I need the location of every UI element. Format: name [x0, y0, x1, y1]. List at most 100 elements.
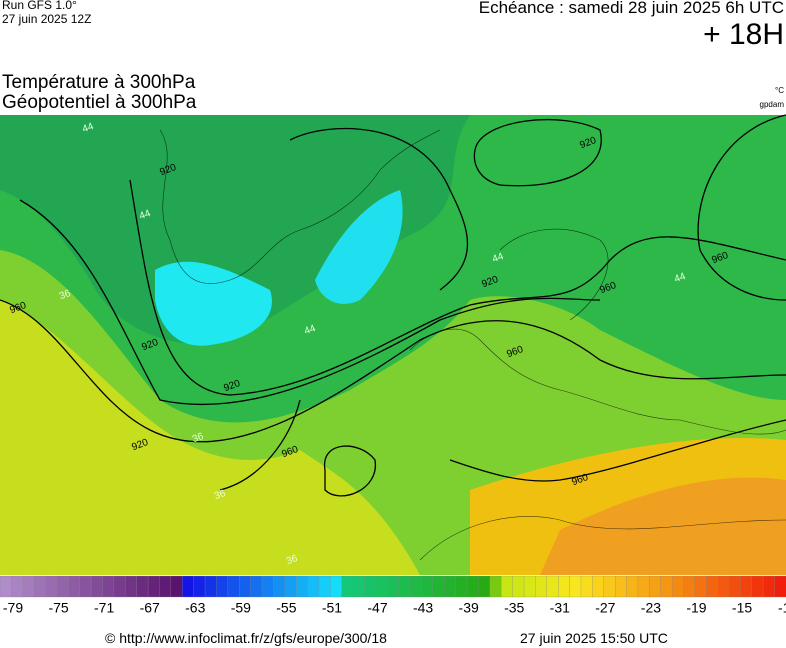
contour-label: 44 [491, 251, 506, 265]
colorbar-cell [569, 575, 582, 598]
run-date: 27 juin 2025 12Z [2, 12, 92, 26]
colorbar-label: -59 [231, 600, 251, 616]
colorbar-label: -43 [413, 600, 433, 616]
colorbar-cell [45, 575, 58, 598]
colorbar-cell [466, 575, 479, 598]
colorbar-label: -51 [322, 600, 342, 616]
colorbar-label: -47 [367, 600, 387, 616]
cold-core [155, 261, 272, 346]
colorbar-cell [763, 575, 776, 598]
colorbar-cell [284, 575, 297, 598]
colorbar-cell [250, 575, 263, 598]
colorbar-cell [717, 575, 730, 598]
contour-label: 36 [58, 288, 73, 302]
colorbar-cell [22, 575, 35, 598]
colorbar-label: -67 [140, 600, 160, 616]
colorbar-cell [34, 575, 47, 598]
colorbar-cell [512, 575, 525, 598]
colorbar-cell [136, 575, 149, 598]
colorbar-cell [409, 575, 422, 598]
colorbar-label: -15 [732, 600, 752, 616]
colorbar-cell [193, 575, 206, 598]
colorbar-cell [352, 575, 365, 598]
contour-label: 36 [191, 431, 206, 445]
valid-time: Echéance : samedi 28 juin 2025 6h UTC [478, 0, 784, 17]
colorbar-cell [261, 575, 274, 598]
colorbar-cell [626, 575, 639, 598]
colorbar-cell [90, 575, 103, 598]
colorbar-cell [216, 575, 229, 598]
colorbar-cell [113, 575, 126, 598]
unit-temp: °C [775, 86, 784, 95]
colorbar-cell [558, 575, 571, 598]
contour-label: 44 [138, 208, 153, 222]
colorbar-cell [740, 575, 753, 598]
colorbar-cell [603, 575, 616, 598]
colorbar-label: -11 [778, 600, 786, 616]
colorbar-cell [307, 575, 320, 598]
colorbar-cell [330, 575, 343, 598]
lead-time: + 18H [703, 18, 784, 51]
coastlines [159, 129, 786, 561]
colorbar-label: -55 [276, 600, 296, 616]
contour-label: 44 [673, 271, 688, 285]
hotter-zone [540, 477, 786, 575]
colorbar-cell [706, 575, 719, 598]
colorbar-label: -31 [550, 600, 570, 616]
colorbar-cell [637, 575, 650, 598]
colorbar-cell [147, 575, 160, 598]
colorbar-cell [159, 575, 172, 598]
colorbar-label: -71 [94, 600, 114, 616]
colorbar-cell [341, 575, 354, 598]
colorbar-cell [318, 575, 331, 598]
colorbar-label: -79 [3, 600, 23, 616]
colorbar-cell [751, 575, 764, 598]
colorbar-cell [11, 575, 24, 598]
colorbar-cell [546, 575, 559, 598]
colorbar-cell [56, 575, 69, 598]
colorbar-cell [273, 575, 286, 598]
contour-label: 36 [285, 553, 300, 567]
colorbar-cell [580, 575, 593, 598]
colorbar-cell [660, 575, 673, 598]
colorbar-cell [432, 575, 445, 598]
title-geo: Géopotentiel à 300hPa [2, 92, 197, 113]
cold-core [315, 190, 403, 304]
colorbar-cell [683, 575, 696, 598]
colorbar-cell [614, 575, 627, 598]
colorbar-cell [455, 575, 468, 598]
colorbar-cell [649, 575, 662, 598]
colorbar-cell [296, 575, 309, 598]
unit-geo: gpdam [759, 100, 784, 109]
contour-label: 44 [303, 323, 318, 337]
colorbar-cell [728, 575, 741, 598]
warm-zone [0, 300, 420, 575]
colorbar-cell [535, 575, 548, 598]
colorbar-cell [68, 575, 81, 598]
run: Run GFS 1.0° [2, 0, 77, 12]
colorbar-cell [478, 575, 491, 598]
colorbar-cell [102, 575, 115, 598]
colorbar-cell [398, 575, 411, 598]
footer-date: 27 juin 2025 15:50 UTC [520, 630, 668, 646]
colorbar-cell [592, 575, 605, 598]
colorbar-cell [364, 575, 377, 598]
colorbar-label: -39 [459, 600, 479, 616]
footer-url: © http://www.infoclimat.fr/z/gfs/europe/… [105, 630, 387, 646]
contour-label: 36 [213, 488, 228, 502]
colorbar-cell [694, 575, 707, 598]
contour-label: 44 [81, 121, 96, 135]
colorbar-cell [421, 575, 434, 598]
colorbar-cell [125, 575, 138, 598]
colorbar-cell [182, 575, 195, 598]
colorbar-cell [170, 575, 183, 598]
colorbar-cell [79, 575, 92, 598]
colorbar-cell [489, 575, 502, 598]
colorbar-label: -63 [185, 600, 205, 616]
colorbar-label: -35 [504, 600, 524, 616]
colorbar-cell [375, 575, 388, 598]
colorbar-cell [204, 575, 217, 598]
title-temp: Température à 300hPa [2, 72, 196, 93]
